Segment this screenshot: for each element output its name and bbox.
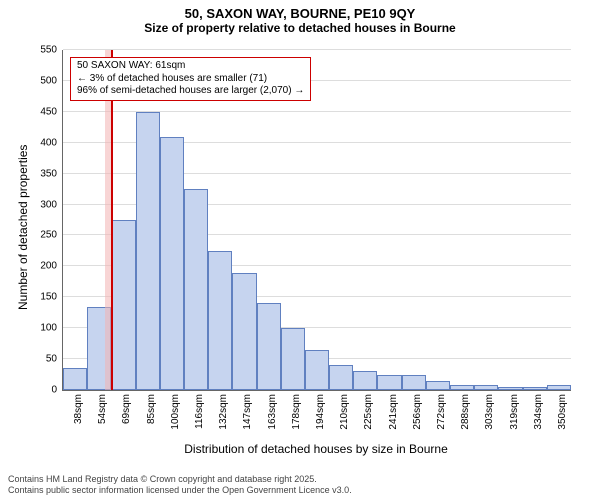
- y-tick: 500: [40, 75, 63, 86]
- x-tick: 319sqm: [509, 394, 520, 430]
- histogram-bar: [402, 375, 426, 390]
- x-tick: 288sqm: [460, 394, 471, 430]
- footer-line-2: Contains public sector information licen…: [8, 485, 352, 496]
- x-tick: 303sqm: [484, 394, 495, 430]
- histogram-bar: [426, 381, 450, 390]
- x-tick: 241sqm: [388, 394, 399, 430]
- y-tick: 400: [40, 137, 63, 148]
- plot-area: 05010015020025030035040045050055038sqm54…: [62, 50, 571, 391]
- x-tick: 163sqm: [267, 394, 278, 430]
- x-tick: 116sqm: [194, 394, 205, 429]
- histogram-bar: [305, 350, 329, 390]
- x-tick: 54sqm: [97, 394, 108, 424]
- histogram-bar: [111, 220, 135, 390]
- y-tick: 350: [40, 168, 63, 179]
- x-tick: 178sqm: [291, 394, 302, 430]
- histogram-bar: [353, 371, 377, 390]
- x-tick: 100sqm: [170, 394, 181, 430]
- histogram-bar: [474, 385, 498, 390]
- y-tick: 450: [40, 106, 63, 117]
- footer-attribution: Contains HM Land Registry data © Crown c…: [8, 474, 352, 496]
- x-axis-label: Distribution of detached houses by size …: [62, 442, 570, 456]
- histogram-bar: [232, 273, 256, 390]
- x-tick: 256sqm: [412, 394, 423, 430]
- histogram-bar: [498, 387, 522, 390]
- x-tick: 194sqm: [315, 394, 326, 430]
- annotation-line: 50 SAXON WAY: 61sqm: [77, 60, 304, 73]
- annotation-box: 50 SAXON WAY: 61sqm← 3% of detached hous…: [70, 57, 311, 101]
- x-tick: 147sqm: [242, 394, 253, 430]
- y-axis-label: Number of detached properties: [16, 145, 30, 310]
- x-tick: 334sqm: [533, 394, 544, 430]
- histogram-bar: [281, 328, 305, 390]
- x-tick: 225sqm: [363, 394, 374, 430]
- grid-line: [63, 49, 571, 50]
- y-tick: 150: [40, 292, 63, 303]
- chart-container: 50, SAXON WAY, BOURNE, PE10 9QY Size of …: [0, 0, 600, 500]
- histogram-bar: [377, 375, 401, 390]
- footer-line-1: Contains HM Land Registry data © Crown c…: [8, 474, 352, 485]
- chart-subtitle: Size of property relative to detached ho…: [0, 21, 600, 35]
- histogram-bar: [547, 385, 571, 390]
- y-tick: 300: [40, 199, 63, 210]
- x-tick: 85sqm: [146, 394, 157, 424]
- histogram-bar: [208, 251, 232, 390]
- x-tick: 69sqm: [121, 394, 132, 424]
- x-tick: 210sqm: [339, 394, 350, 430]
- histogram-bar: [257, 303, 281, 390]
- histogram-bar: [184, 189, 208, 390]
- marker-line: [111, 50, 113, 390]
- y-tick: 200: [40, 261, 63, 272]
- x-tick: 132sqm: [218, 394, 229, 430]
- x-tick: 350sqm: [557, 394, 568, 430]
- chart-title: 50, SAXON WAY, BOURNE, PE10 9QY: [0, 0, 600, 21]
- histogram-bar: [63, 368, 87, 390]
- annotation-line: ← 3% of detached houses are smaller (71): [77, 73, 304, 86]
- y-tick: 250: [40, 230, 63, 241]
- histogram-bar: [523, 387, 547, 390]
- y-tick: 550: [40, 45, 63, 56]
- histogram-bar: [450, 385, 474, 390]
- annotation-line: 96% of semi-detached houses are larger (…: [77, 85, 304, 98]
- y-tick: 50: [46, 354, 63, 365]
- x-tick: 38sqm: [73, 394, 84, 424]
- x-tick: 272sqm: [436, 394, 447, 430]
- histogram-bar: [329, 365, 353, 390]
- y-tick: 100: [40, 323, 63, 334]
- histogram-bar: [136, 112, 160, 390]
- histogram-bar: [160, 137, 184, 390]
- y-tick: 0: [51, 385, 63, 396]
